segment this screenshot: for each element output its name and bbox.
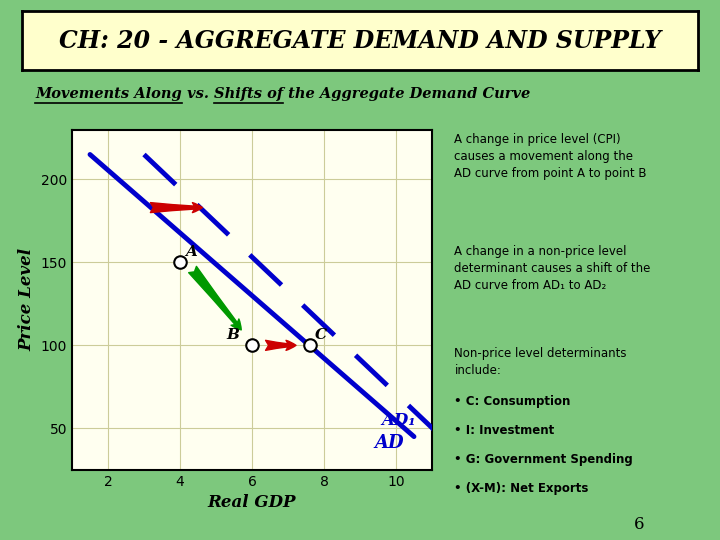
Text: 6: 6 xyxy=(634,516,644,533)
Text: CH: 20 - AGGREGATE DEMAND AND SUPPLY: CH: 20 - AGGREGATE DEMAND AND SUPPLY xyxy=(59,29,661,52)
Text: AD₁: AD₁ xyxy=(382,412,416,429)
Y-axis label: Price Level: Price Level xyxy=(18,248,35,351)
X-axis label: Real GDP: Real GDP xyxy=(208,494,296,511)
Text: • (X-M): Net Exports: • (X-M): Net Exports xyxy=(454,482,589,495)
Text: A: A xyxy=(186,245,197,259)
Text: C: C xyxy=(315,328,327,342)
Text: Non-price level determinants
include:: Non-price level determinants include: xyxy=(454,347,627,377)
Text: B: B xyxy=(227,328,240,342)
Text: • C: Consumption: • C: Consumption xyxy=(454,395,571,408)
Text: Movements Along: Movements Along xyxy=(35,87,182,101)
Text: vs.: vs. xyxy=(182,87,214,101)
Text: A change in a non-price level
determinant causes a shift of the
AD curve from AD: A change in a non-price level determinan… xyxy=(454,245,651,292)
Text: • I: Investment: • I: Investment xyxy=(454,424,554,437)
Text: • G: Government Spending: • G: Government Spending xyxy=(454,453,633,466)
Text: A change in price level (CPI)
causes a movement along the
AD curve from point A : A change in price level (CPI) causes a m… xyxy=(454,133,647,180)
Text: the Aggregate Demand Curve: the Aggregate Demand Curve xyxy=(283,87,531,101)
Text: Shifts of: Shifts of xyxy=(214,87,283,101)
Text: AD: AD xyxy=(374,434,404,452)
